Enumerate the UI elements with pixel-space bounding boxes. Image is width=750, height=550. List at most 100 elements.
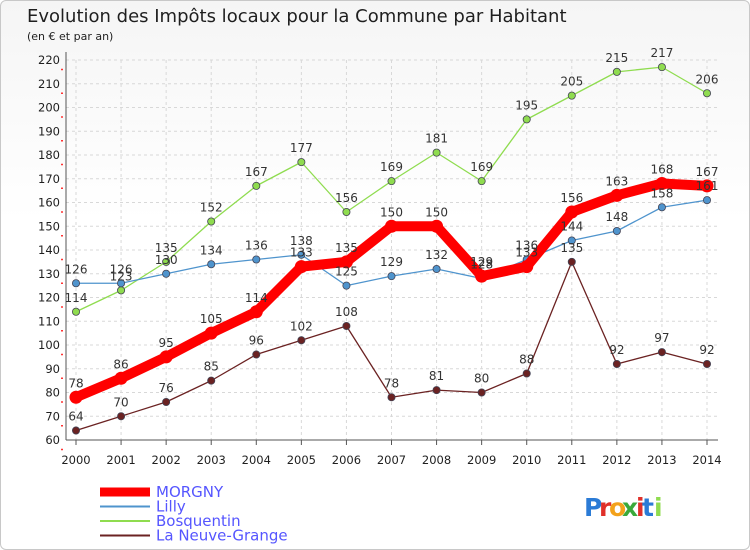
data-point-morgny	[610, 188, 624, 202]
x-tick-label: 2007	[377, 453, 406, 467]
data-label-bosquentin: 195	[515, 98, 538, 112]
data-point-lilly	[207, 260, 216, 269]
y-tick-label: 220	[38, 53, 60, 67]
data-label-lilly: 125	[335, 265, 358, 279]
series-la-neuve-grange	[72, 257, 712, 435]
data-label-morgny: 133	[515, 246, 538, 260]
data-point-la-neuve-grange	[387, 393, 396, 402]
data-label-bosquentin: 169	[470, 160, 493, 174]
data-point-lilly	[342, 281, 351, 290]
data-label-bosquentin: 167	[245, 165, 268, 179]
data-point-morgny	[339, 255, 353, 269]
data-point-la-neuve-grange	[612, 359, 621, 368]
data-point-la-neuve-grange	[432, 386, 441, 395]
data-point-morgny	[249, 305, 263, 319]
logo-letter: i	[654, 493, 663, 522]
data-point-bosquentin	[567, 91, 576, 100]
data-point-la-neuve-grange	[567, 257, 576, 266]
data-label-bosquentin: 205	[560, 75, 583, 89]
data-point-bosquentin	[117, 286, 126, 295]
data-label-la-neuve-grange: 70	[113, 395, 128, 409]
data-label-lilly: 128	[470, 258, 493, 272]
y-tick-label: 130	[38, 267, 60, 281]
series-bosquentin	[72, 63, 712, 316]
logo-letter: t	[642, 493, 654, 522]
data-point-bosquentin	[522, 115, 531, 124]
y-tick-label: 150	[38, 219, 60, 233]
data-label-la-neuve-grange: 96	[249, 334, 264, 348]
x-tick-label: 2008	[422, 453, 451, 467]
data-label-bosquentin: 156	[335, 191, 358, 205]
data-label-la-neuve-grange: 78	[384, 376, 399, 390]
data-point-lilly	[612, 226, 621, 235]
data-point-morgny	[114, 371, 128, 385]
data-label-la-neuve-grange: 81	[429, 369, 444, 383]
data-point-bosquentin	[657, 63, 666, 72]
data-label-bosquentin: 215	[605, 51, 628, 65]
x-tick-label: 2002	[152, 453, 181, 467]
data-point-morgny	[520, 260, 534, 274]
data-point-lilly	[703, 196, 712, 205]
data-label-lilly: 129	[380, 255, 403, 269]
data-label-bosquentin: 181	[425, 132, 448, 146]
data-label-la-neuve-grange: 97	[654, 331, 669, 345]
data-point-lilly	[117, 279, 126, 288]
logo-letter: r	[599, 493, 612, 522]
data-point-lilly	[162, 269, 171, 278]
data-point-bosquentin	[387, 177, 396, 186]
x-tick-label: 2005	[287, 453, 316, 467]
data-label-morgny: 135	[335, 241, 358, 255]
data-label-morgny: 150	[425, 205, 448, 219]
data-point-morgny	[655, 177, 669, 190]
data-point-morgny	[69, 390, 83, 404]
data-point-bosquentin	[252, 181, 261, 190]
logo-letter: P	[584, 493, 602, 522]
data-label-bosquentin: 206	[696, 72, 719, 86]
x-tick-label: 2009	[467, 453, 496, 467]
axes: 60 70 80 90 100 110 120 130 140 150 160 170 180 190 20…	[38, 52, 722, 467]
x-tick-label: 2011	[557, 453, 586, 467]
data-label-morgny: 95	[159, 336, 174, 350]
data-label-la-neuve-grange: 92	[609, 343, 624, 357]
y-tick-label: 110	[38, 314, 60, 328]
series-morgny	[69, 177, 714, 404]
data-point-la-neuve-grange	[477, 388, 486, 397]
x-tick-label: 2001	[106, 453, 135, 467]
data-label-la-neuve-grange: 76	[159, 381, 174, 395]
data-point-morgny	[385, 219, 398, 233]
data-label-morgny: 129	[470, 255, 493, 269]
data-point-la-neuve-grange	[297, 336, 306, 345]
logo-letter: i	[636, 493, 645, 522]
y-tick-label: 60	[45, 433, 60, 447]
data-point-la-neuve-grange	[703, 359, 712, 368]
legend-label-la-neuve-grange: La Neuve-Grange	[156, 527, 288, 545]
data-label-la-neuve-grange: 64	[68, 410, 83, 424]
x-tick-label: 2000	[61, 453, 90, 467]
data-label-bosquentin: 177	[290, 141, 313, 155]
data-point-la-neuve-grange	[657, 348, 666, 357]
data-label-bosquentin: 169	[380, 160, 403, 174]
data-label-bosquentin: 123	[110, 269, 133, 283]
data-label-morgny: 78	[68, 376, 83, 390]
data-point-lilly	[252, 255, 261, 264]
data-point-la-neuve-grange	[117, 412, 126, 421]
chart-subtitle: (en € et par an)	[27, 30, 113, 43]
data-label-morgny: 168	[650, 163, 673, 177]
data-label-lilly: 136	[515, 239, 538, 253]
y-tick-label: 160	[38, 196, 60, 210]
y-tick-label: 70	[45, 409, 60, 423]
data-label-bosquentin: 114	[65, 291, 88, 305]
data-label-lilly: 161	[696, 179, 719, 193]
data-label-lilly: 138	[290, 234, 313, 248]
data-label-lilly: 158	[650, 186, 673, 200]
data-point-bosquentin	[207, 217, 216, 226]
y-tick-label: 170	[38, 172, 60, 186]
data-point-bosquentin	[703, 89, 712, 98]
data-label-bosquentin: 135	[155, 241, 178, 255]
data-label-la-neuve-grange: 88	[519, 353, 534, 367]
y-tick-label: 180	[38, 148, 60, 162]
data-label-lilly: 136	[245, 239, 268, 253]
y-tick-label: 90	[45, 362, 60, 376]
